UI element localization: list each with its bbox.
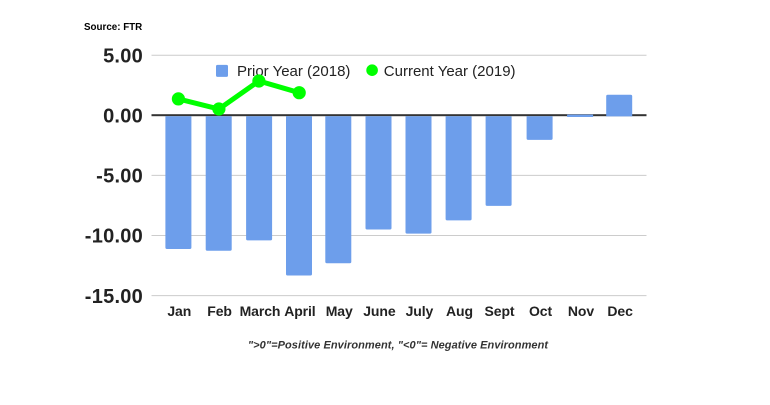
svg-text:">0"=Positive Environment, "<0: ">0"=Positive Environment, "<0"= Negativ… [248,339,550,351]
svg-text:-10.00: -10.00 [85,226,143,248]
svg-text:June: June [363,303,396,319]
svg-text:Source: FTR: Source: FTR [84,22,142,33]
svg-text:Feb: Feb [207,303,232,319]
svg-text:March: March [240,303,281,319]
svg-text:Jan: Jan [167,303,191,319]
svg-text:April: April [284,303,315,319]
svg-text:-5.00: -5.00 [96,166,143,188]
svg-text:May: May [326,303,353,319]
svg-text:-15.00: -15.00 [85,286,143,308]
svg-text:Dec: Dec [607,303,633,319]
svg-text:Nov: Nov [568,303,594,319]
svg-text:Prior Year (2018): Prior Year (2018) [237,63,350,80]
svg-text:July: July [406,303,434,319]
svg-text:Oct: Oct [529,303,552,319]
svg-text:Current Year (2019): Current Year (2019) [384,63,516,80]
svg-text:0.00: 0.00 [103,106,143,128]
svg-text:5.00: 5.00 [103,45,143,67]
svg-text:Aug: Aug [446,303,473,319]
svg-text:Sept: Sept [485,303,515,319]
